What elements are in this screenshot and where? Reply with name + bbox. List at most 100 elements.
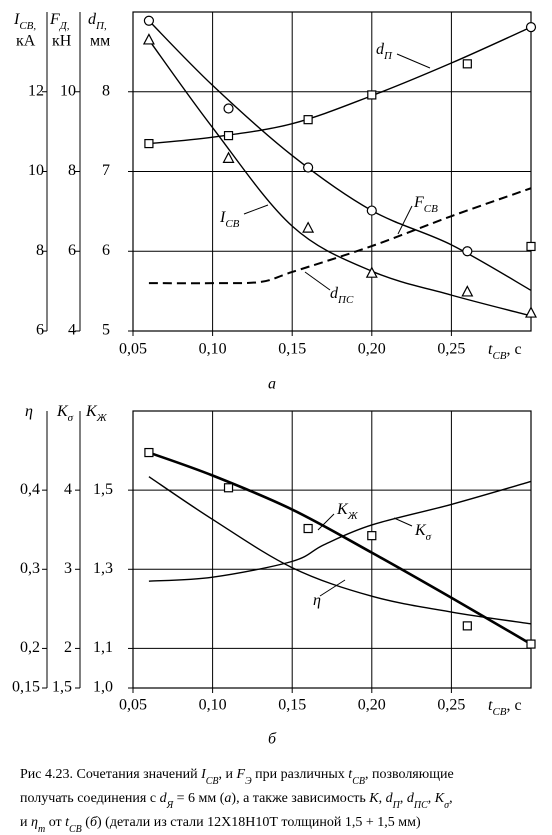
caption-text: б xyxy=(90,815,98,830)
caption-text: K xyxy=(434,791,445,806)
symbol: I xyxy=(13,11,20,28)
marker xyxy=(526,639,536,649)
curve xyxy=(148,187,532,285)
marker xyxy=(462,621,472,631)
caption-text: и xyxy=(20,815,31,830)
label: Kσ xyxy=(414,522,432,543)
label: dПС xyxy=(330,285,354,306)
y-tick-label: 0,3 xyxy=(20,560,40,577)
y-tick-label: 8 xyxy=(102,82,110,99)
symbol: d xyxy=(376,41,385,58)
caption-line: Рис 4.23. Сочетания значений IСВ, и FЭ п… xyxy=(20,767,454,787)
y-tick-label: 10 xyxy=(60,82,76,99)
subscript: Ж xyxy=(96,412,108,424)
label: tСВ, с xyxy=(488,697,522,718)
symbol: K xyxy=(85,403,98,420)
symbol: K xyxy=(414,522,427,539)
leader-line xyxy=(243,204,269,215)
y-tick-label: 5 xyxy=(102,322,110,339)
label: KЖ xyxy=(336,501,359,522)
subscript: σ xyxy=(68,412,74,424)
label: η xyxy=(25,403,33,420)
marker xyxy=(303,162,314,173)
subscript: Д, xyxy=(59,20,70,32)
caption-text: I xyxy=(200,767,207,782)
plot-frame xyxy=(132,410,532,689)
caption-text: d xyxy=(407,791,415,806)
label: IСВ, xyxy=(13,11,36,32)
marker xyxy=(223,103,234,114)
symbol: η xyxy=(25,403,33,420)
caption-text: СВ xyxy=(206,776,219,787)
caption-text: K xyxy=(368,791,379,806)
y-tick-label: 8 xyxy=(36,242,44,259)
symbol: K xyxy=(56,403,69,420)
marker xyxy=(223,131,234,141)
caption-text: d xyxy=(160,791,168,806)
y-tick-label: 0,4 xyxy=(20,481,40,498)
y-tick-label: 6 xyxy=(102,242,110,259)
caption-text: от xyxy=(45,815,65,830)
y-tick-label: 0,2 xyxy=(20,639,40,656)
y-tick-label: 1,5 xyxy=(93,481,113,498)
marker xyxy=(461,285,474,297)
caption-text: , и xyxy=(219,767,237,782)
leader-line xyxy=(397,205,413,235)
y-tick-label: 2 xyxy=(64,639,72,656)
curve xyxy=(148,480,532,582)
unit: , с xyxy=(507,341,522,358)
leader-line xyxy=(396,53,431,69)
x-tick-label: 0,15 xyxy=(278,697,306,714)
symbol: η xyxy=(313,592,321,609)
y-tick-label: 0,15 xyxy=(12,679,40,696)
marker xyxy=(303,523,313,534)
caption-text: = 6 мм ( xyxy=(173,791,225,806)
marker xyxy=(366,205,377,216)
caption-text: d xyxy=(386,791,394,806)
caption-text: , позволяющие xyxy=(365,767,454,782)
caption-text: при различных xyxy=(252,767,349,782)
y-tick-label: 6 xyxy=(36,322,44,339)
curve xyxy=(148,451,532,646)
curve xyxy=(148,39,532,317)
leader-line xyxy=(393,517,413,527)
x-tick-label: 0,10 xyxy=(199,697,227,714)
caption-text: т xyxy=(38,824,45,835)
subscript: П xyxy=(383,50,393,62)
marker xyxy=(302,221,315,233)
caption-line: получать соединения с dЯ = 6 мм (а), а т… xyxy=(20,791,453,811)
marker xyxy=(144,138,154,149)
label: FД, xyxy=(49,11,70,32)
subscript: П, xyxy=(95,20,107,32)
marker xyxy=(525,22,537,33)
x-tick-label: 0,20 xyxy=(358,697,386,714)
marker xyxy=(367,90,377,100)
y-tick-label: 7 xyxy=(102,162,110,179)
symbol: d xyxy=(330,285,339,302)
y-tick-label: 4 xyxy=(64,481,72,498)
label: tСВ, с xyxy=(488,341,522,362)
caption-text: t xyxy=(348,767,353,782)
label: η xyxy=(313,592,321,609)
caption-text: ( xyxy=(82,815,91,830)
curve xyxy=(148,26,532,145)
caption-text: получать соединения с xyxy=(20,791,160,806)
y-tick-label: 6 xyxy=(68,242,76,259)
caption-text: СВ xyxy=(352,776,365,787)
label: FСВ xyxy=(413,194,438,215)
marker xyxy=(365,266,378,278)
label: Kσ xyxy=(56,403,74,424)
caption-text: , xyxy=(400,791,407,806)
symbol: I xyxy=(219,209,226,226)
label: IСВ xyxy=(219,209,240,230)
caption-text: t xyxy=(65,815,70,830)
curve xyxy=(148,20,532,291)
caption-text: , xyxy=(428,791,435,806)
subscript: СВ xyxy=(492,350,506,362)
marker xyxy=(143,15,155,26)
y-tick-label: 1,0 xyxy=(93,679,113,696)
x-tick-label: 0,05 xyxy=(119,697,147,714)
y-tick-label: 1,1 xyxy=(93,639,113,656)
caption-text: ) (детали из стали 12Х18Н10Т толщиной 1,… xyxy=(97,815,421,830)
